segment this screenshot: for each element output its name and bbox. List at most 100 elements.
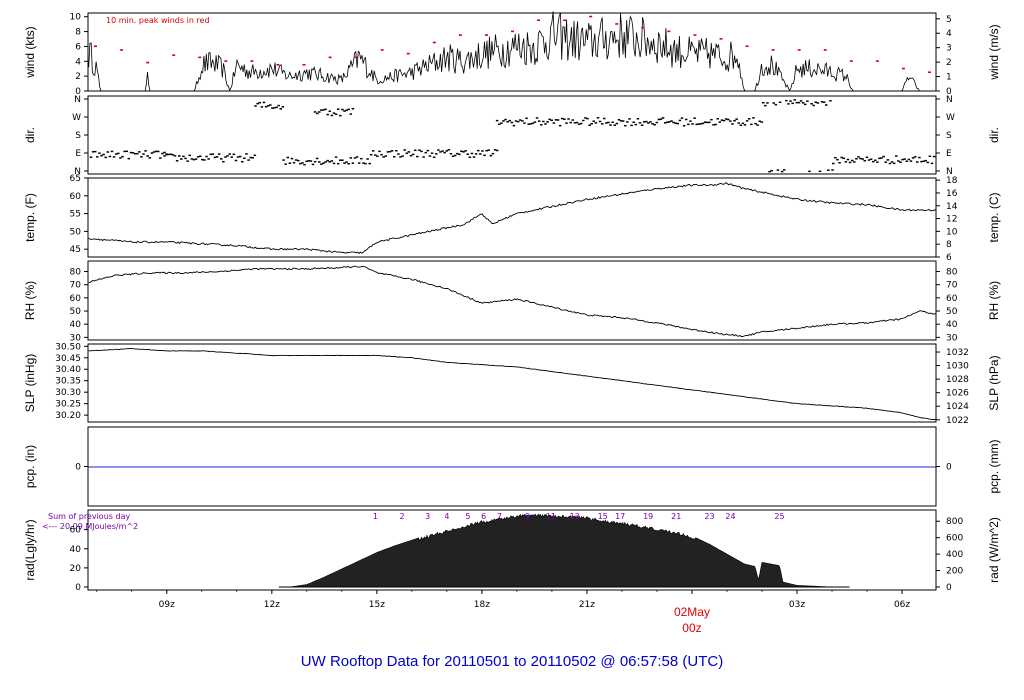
direction-point <box>693 117 696 119</box>
direction-point <box>351 162 355 164</box>
direction-point <box>399 156 402 158</box>
direction-point <box>243 157 246 159</box>
y-axis-label-left: SLP (inHg) <box>23 354 37 412</box>
right-tick-label: 200 <box>946 567 963 577</box>
direction-point <box>336 162 340 165</box>
direction-point <box>859 157 862 160</box>
direction-point <box>230 156 234 158</box>
direction-point <box>869 158 873 160</box>
direction-point <box>640 124 644 126</box>
direction-point <box>386 151 390 153</box>
direction-point <box>205 155 208 158</box>
direction-point <box>523 122 526 124</box>
direction-point <box>678 119 682 122</box>
direction-point <box>655 121 659 124</box>
direction-point <box>493 149 497 151</box>
peak-wind-point <box>484 34 488 36</box>
direction-point <box>318 161 321 163</box>
direction-point <box>360 157 363 160</box>
direction-point <box>697 123 701 125</box>
direction-point <box>292 161 296 164</box>
direction-point <box>863 159 867 162</box>
direction-point <box>411 153 415 156</box>
direction-point <box>504 118 507 121</box>
direction-point <box>855 158 858 160</box>
direction-point <box>226 155 229 157</box>
direction-point <box>104 156 107 159</box>
peak-wind-point <box>146 61 150 64</box>
direction-point <box>362 162 365 164</box>
direction-point <box>508 119 511 122</box>
left-tick-label: 30.50 <box>55 342 81 352</box>
right-tick-label: 60 <box>946 294 958 304</box>
direction-point <box>603 117 606 120</box>
hour-marker: 21 <box>671 512 681 521</box>
direction-panel-frame <box>87 95 937 175</box>
direction-point <box>163 151 166 154</box>
direction-point <box>865 156 869 159</box>
direction-point <box>890 161 894 163</box>
direction-point <box>594 122 598 124</box>
relative-humidity-line <box>88 265 936 337</box>
radiation-series <box>278 513 850 588</box>
direction-point <box>540 123 543 126</box>
direction-point <box>108 155 112 158</box>
left-tick-label: 30 <box>70 333 82 343</box>
peak-wind-point <box>276 64 280 66</box>
direction-point <box>353 157 357 159</box>
peak-wind-point <box>615 23 619 25</box>
direction-point <box>853 161 856 163</box>
right-tick-label: 6 <box>946 253 952 263</box>
right-tick-label: 14 <box>946 202 958 212</box>
left-tick-label: 55 <box>70 210 81 220</box>
direction-point <box>586 117 589 120</box>
left-tick-label: 20 <box>70 564 82 574</box>
direction-point <box>479 153 482 155</box>
direction-point <box>409 154 413 157</box>
y-axis-label-left: RH (%) <box>23 281 37 320</box>
direction-point <box>918 156 921 159</box>
direction-point <box>196 156 200 158</box>
left-tick-label: 40 <box>70 320 82 330</box>
time-tick-label: 09z <box>159 600 175 610</box>
direction-point <box>357 162 361 164</box>
direction-point <box>733 119 736 122</box>
direction-point <box>238 155 242 158</box>
direction-point <box>768 170 771 173</box>
direction-point <box>260 106 264 108</box>
direction-point <box>403 149 406 151</box>
direction-point <box>750 123 753 126</box>
direction-point <box>592 120 596 122</box>
right-tick-label: 16 <box>946 189 958 199</box>
direction-point <box>376 155 379 157</box>
direction-point <box>343 162 346 164</box>
direction-point <box>424 151 427 154</box>
direction-point <box>485 149 488 152</box>
direction-point <box>277 104 280 107</box>
direction-point <box>171 154 175 156</box>
peak-wind-point <box>380 49 384 51</box>
direction-point <box>761 101 765 104</box>
direction-point <box>366 158 369 160</box>
direction-point <box>861 158 864 160</box>
direction-point <box>395 149 398 152</box>
direction-point <box>384 155 388 157</box>
direction-point <box>369 153 373 156</box>
direction-point <box>251 157 255 159</box>
direction-point <box>920 160 923 163</box>
direction-point <box>437 149 440 151</box>
date-hour-label: 00z <box>682 621 701 635</box>
direction-point <box>309 160 313 162</box>
left-tick-label: 4 <box>75 57 81 67</box>
direction-point <box>133 152 137 155</box>
peak-wind-point <box>901 67 905 70</box>
direction-point <box>687 123 690 126</box>
direction-point <box>217 153 221 155</box>
direction-point <box>756 124 759 126</box>
left-tick-label: 40 <box>70 545 82 555</box>
peak-wind-point <box>771 49 775 51</box>
direction-point <box>186 160 189 162</box>
y-axis-label-right: dir. <box>987 127 1001 143</box>
direction-point <box>668 121 671 123</box>
direction-point <box>605 122 608 124</box>
